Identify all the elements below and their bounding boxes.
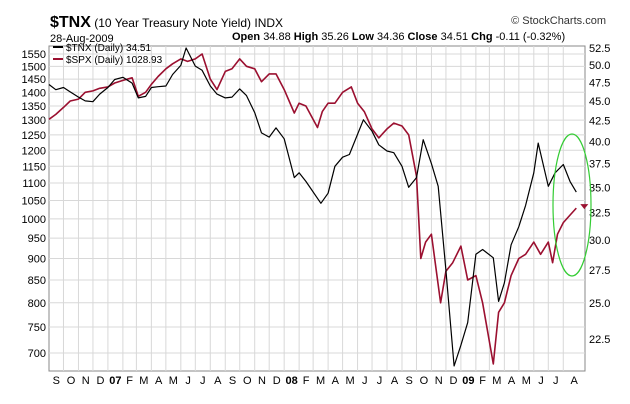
x-tick: O xyxy=(243,375,252,387)
spx-line xyxy=(48,53,577,365)
close-value: 34.51 xyxy=(440,31,469,43)
y-tick-right: 42.5 xyxy=(589,116,610,128)
y-tick-left: 1200 xyxy=(22,145,46,157)
x-tick: M xyxy=(492,375,501,387)
open-value: 34.88 xyxy=(263,31,291,43)
y-tick-left: 800 xyxy=(28,298,46,310)
y-tick-left: 1250 xyxy=(22,130,46,142)
chart-title: $TNX (10 Year Treasury Note Yield) INDX xyxy=(50,14,283,32)
exchange: INDX xyxy=(254,16,284,30)
x-tick: F xyxy=(126,375,133,387)
x-tick: M xyxy=(169,375,178,387)
x-tick: J xyxy=(200,375,206,387)
x-tick: D xyxy=(449,375,457,387)
low-label: Low xyxy=(351,31,374,43)
y-tick-left: 900 xyxy=(28,253,46,265)
high-value: 35.26 xyxy=(321,31,349,43)
ohlc-readout: Open 34.88 High 35.26 Low 34.36 Close 34… xyxy=(232,31,565,43)
y-tick-left: 700 xyxy=(28,348,46,360)
x-tick: S xyxy=(53,375,60,387)
x-tick: M xyxy=(345,375,354,387)
y-tick-right: 35.0 xyxy=(589,182,610,194)
x-tick: 08 xyxy=(286,375,298,387)
x-tick: M xyxy=(522,375,531,387)
x-tick: J xyxy=(553,375,559,387)
y-tick-left: 1100 xyxy=(22,178,46,190)
x-tick: A xyxy=(214,375,222,387)
x-tick: A xyxy=(570,375,578,387)
symbol-name: (10 Year Treasury Note Yield) xyxy=(94,16,252,30)
y-tick-right: 37.5 xyxy=(589,159,610,171)
y-tick-left: 1000 xyxy=(22,214,46,226)
open-label: Open xyxy=(232,31,261,43)
x-tick: O xyxy=(67,375,76,387)
y-tick-right: 50.0 xyxy=(589,60,610,72)
symbol: $TNX xyxy=(50,14,91,31)
y-tick-left: 750 xyxy=(28,322,46,334)
y-tick-left: 1150 xyxy=(22,161,46,173)
y-tick-right: 45.0 xyxy=(589,96,610,108)
y-tick-left: 1500 xyxy=(22,61,46,73)
low-value: 34.36 xyxy=(376,31,405,43)
y-tick-left: 1050 xyxy=(22,195,46,207)
x-tick: J xyxy=(362,375,368,387)
brand-watermark: © StockCharts.com xyxy=(511,15,606,27)
x-tick: A xyxy=(391,375,399,387)
x-tick: F xyxy=(303,375,310,387)
x-tick: O xyxy=(420,375,429,387)
x-tick: N xyxy=(435,375,443,387)
chg-value: -0.11 (-0.32%) xyxy=(495,31,566,43)
x-tick: J xyxy=(538,375,544,387)
y-tick-left: 1450 xyxy=(22,74,46,86)
y-tick-right: 27.5 xyxy=(589,265,610,277)
y-tick-left: 950 xyxy=(28,233,46,245)
y-tick-right: 25.0 xyxy=(589,298,610,310)
y-tick-left: 1350 xyxy=(22,101,46,113)
high-label: High xyxy=(293,31,319,43)
y-tick-right: 47.5 xyxy=(589,77,610,89)
y-tick-right: 32.5 xyxy=(589,208,610,220)
chg-label: Chg xyxy=(471,31,493,43)
x-tick: S xyxy=(229,375,236,387)
x-tick: A xyxy=(155,375,163,387)
y-tick-left: 850 xyxy=(28,275,46,287)
x-tick: S xyxy=(406,375,413,387)
x-tick: A xyxy=(332,375,340,387)
y-tick-left: 1400 xyxy=(22,87,46,99)
x-tick: 09 xyxy=(462,375,474,387)
annotation-ellipse xyxy=(552,133,592,277)
x-tick: N xyxy=(258,375,266,387)
y-tick-right: 30.0 xyxy=(589,235,610,247)
legend-label: $SPX (Daily) 1028.93 xyxy=(66,55,163,66)
x-tick: M xyxy=(139,375,148,387)
x-tick: 07 xyxy=(109,375,121,387)
x-tick: F xyxy=(479,375,486,387)
y-tick-right: 40.0 xyxy=(589,136,610,148)
x-tick: A xyxy=(508,375,516,387)
chart-date: 28-Aug-2009 xyxy=(50,33,114,45)
last-value-marker xyxy=(580,204,589,210)
x-tick: J xyxy=(377,375,383,387)
x-tick: M xyxy=(316,375,325,387)
y-tick-left: 1300 xyxy=(22,115,46,127)
x-tick: N xyxy=(82,375,90,387)
close-label: Close xyxy=(407,31,438,43)
y-tick-right: 22.5 xyxy=(589,334,610,346)
y-tick-right: 52.5 xyxy=(589,43,610,55)
tnx-line xyxy=(48,47,577,367)
x-tick: J xyxy=(185,375,191,387)
plot-area xyxy=(48,45,586,372)
legend-label: $TNX (Daily) 34.51 xyxy=(66,43,151,54)
x-tick: D xyxy=(96,375,104,387)
x-tick: D xyxy=(273,375,281,387)
y-tick-left: 1550 xyxy=(22,49,46,61)
